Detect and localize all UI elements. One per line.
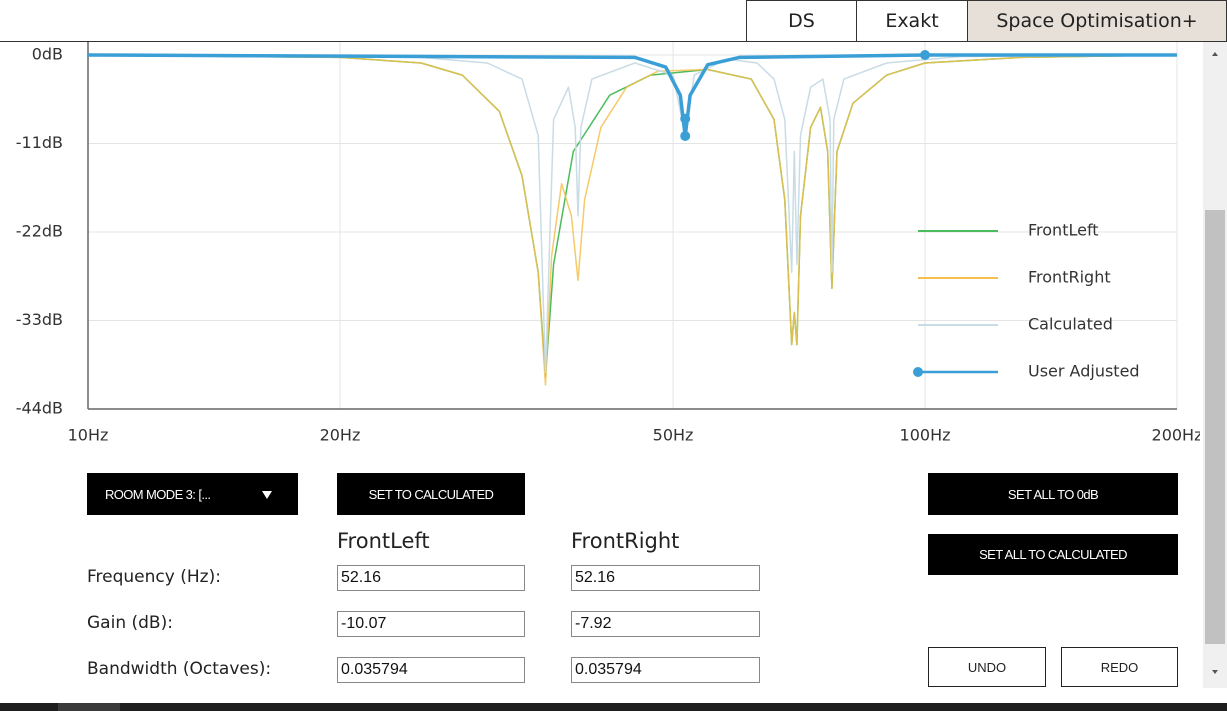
y-tick-label: -44dB bbox=[16, 399, 63, 418]
taskbar bbox=[0, 703, 1227, 711]
text-input[interactable]: -7.92 bbox=[571, 611, 760, 637]
taskbar-item bbox=[58, 703, 120, 711]
legend-label: FrontLeft bbox=[1028, 221, 1099, 240]
column-header: FrontRight bbox=[571, 529, 680, 553]
dropdown-label: ROOM MODE 3: [... bbox=[105, 486, 211, 502]
text-input[interactable]: -10.07 bbox=[337, 611, 525, 637]
dropdown-arrow bbox=[262, 491, 272, 499]
x-tick-label: 200Hz bbox=[1152, 426, 1200, 445]
row-label: Bandwidth (Octaves): bbox=[87, 659, 272, 679]
text-input[interactable]: 0.035794 bbox=[571, 657, 760, 683]
handle bbox=[680, 131, 691, 142]
legend-label: Calculated bbox=[1028, 315, 1113, 334]
text-input[interactable]: 0.035794 bbox=[337, 657, 525, 683]
series-line bbox=[87, 54, 1178, 386]
x-tick-label: 20Hz bbox=[320, 426, 361, 445]
y-tick-label: -33dB bbox=[16, 310, 63, 329]
series-line bbox=[87, 53, 1177, 138]
column-header: FrontLeft bbox=[337, 529, 430, 553]
set-to-calculated-button[interactable]: SET TO CALCULATED bbox=[337, 473, 525, 515]
legend-dot bbox=[913, 367, 923, 377]
scroll-down[interactable] bbox=[1210, 668, 1220, 676]
text-input[interactable]: 52.16 bbox=[337, 565, 525, 591]
redo-button[interactable]: REDO bbox=[1061, 647, 1178, 687]
scrollbar-thumb[interactable] bbox=[1205, 210, 1225, 644]
set-all-calculated-button[interactable]: SET ALL TO CALCULATED bbox=[928, 534, 1178, 575]
set-all-0db-button[interactable]: SET ALL TO 0dB bbox=[928, 473, 1178, 515]
x-tick-label: 100Hz bbox=[900, 426, 951, 445]
x-tick-label: 10Hz bbox=[68, 426, 109, 445]
y-tick-label: -22dB bbox=[16, 222, 63, 241]
tab-active[interactable]: Space Optimisation+ bbox=[967, 0, 1227, 41]
scroll-up[interactable] bbox=[1210, 50, 1220, 58]
row-label: Gain (dB): bbox=[87, 613, 173, 633]
legend-label: User Adjusted bbox=[1028, 362, 1140, 381]
chart: 0dB -11dB -22dB -33dB -44dB 10Hz 20Hz 50Hz 100Hz… bbox=[16, 42, 1200, 445]
undo-button[interactable]: UNDO bbox=[928, 647, 1046, 687]
tab[interactable]: Exakt bbox=[856, 0, 968, 41]
handle bbox=[920, 50, 931, 60]
row-label: Frequency (Hz): bbox=[87, 567, 221, 587]
text-input[interactable]: 52.16 bbox=[571, 565, 760, 591]
x-tick-label: 50Hz bbox=[653, 426, 694, 445]
y-tick-label: 0dB bbox=[32, 45, 63, 64]
tab[interactable]: DS bbox=[746, 0, 857, 41]
handle bbox=[680, 113, 691, 124]
series-line bbox=[87, 54, 1178, 374]
tab-rule bbox=[0, 41, 1227, 42]
y-tick-label: -11dB bbox=[16, 133, 63, 152]
series-line bbox=[87, 54, 1178, 378]
legend-label: FrontRight bbox=[1028, 268, 1111, 287]
room-mode-dropdown[interactable]: ROOM MODE 3: [... bbox=[87, 473, 298, 515]
